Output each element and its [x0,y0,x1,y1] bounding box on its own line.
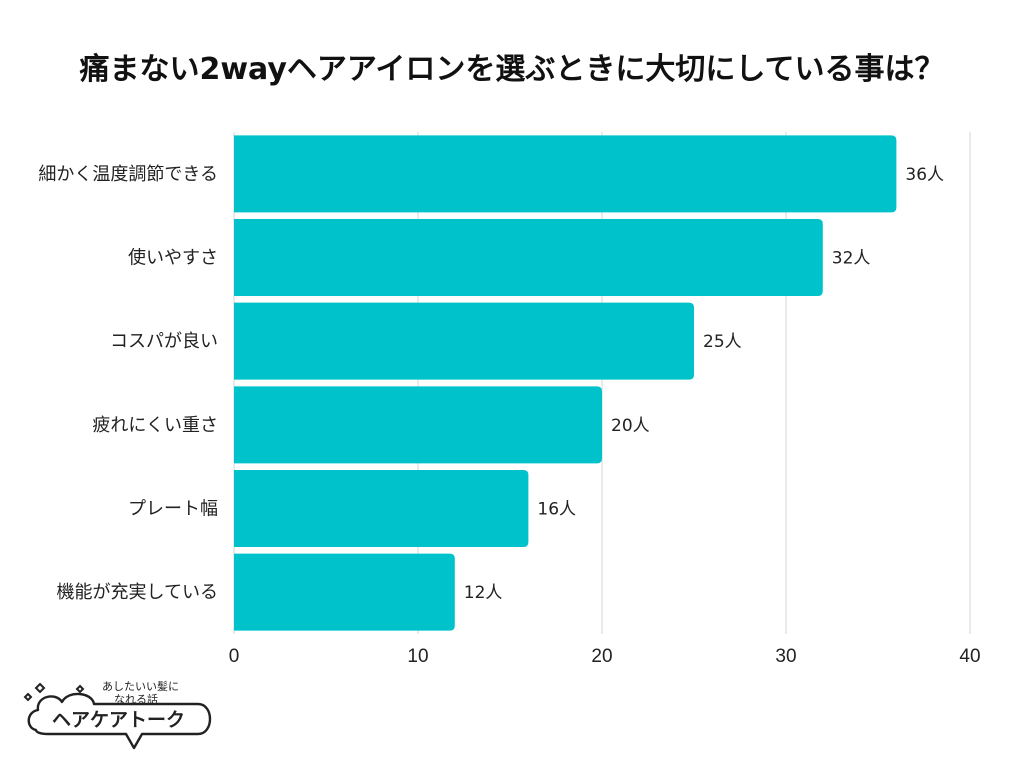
category-label: 機能が充実している [57,582,218,603]
value-label: 25人 [703,332,742,352]
value-label: 20人 [611,416,650,436]
value-label: 12人 [464,583,503,603]
category-label: 疲れにくい重さ [92,415,218,436]
value-labels: 36人 32人 25人 20人 16人 12人 [464,165,944,603]
site-logo: あしたいい髪に なれる話 ヘアケアトーク [23,679,212,750]
bars [234,135,897,631]
bar-chart: 細かく温度調節できる使いやすさコスパが良い疲れにくい重さプレート幅機能が充実して… [38,132,981,667]
category-label: コスパが良い [110,331,218,352]
bar [234,219,823,296]
bar [234,553,455,631]
logo-tagline-line1: あしたいい髪に [102,679,179,693]
bar [234,386,602,464]
bar [234,302,694,380]
category-label: 細かく温度調節できる [38,164,218,185]
bar [234,470,529,547]
x-tick-label: 0 [229,646,240,667]
value-label: 32人 [832,249,871,269]
value-label: 16人 [537,500,576,520]
sparkle-icon [23,682,85,702]
grid-lines [233,132,971,634]
x-axis-ticks: 0 10 20 30 40 [229,646,981,667]
x-tick-label: 10 [407,646,428,667]
logo-name: ヘアケアトーク [52,709,185,731]
logo-tagline-line2: なれる話 [114,692,158,706]
category-label: 使いやすさ [128,248,218,269]
x-tick-label: 40 [959,646,980,667]
chart-title: 痛まない2wayヘアアイロンを選ぶときに大切にしている事は？ [79,52,945,87]
speech-bubble-icon [27,692,212,750]
category-labels: 細かく温度調節できる使いやすさコスパが良い疲れにくい重さプレート幅機能が充実して… [38,164,218,603]
x-tick-label: 30 [775,646,796,667]
category-label: プレート幅 [128,499,218,520]
value-label: 36人 [905,165,944,185]
x-tick-label: 20 [591,646,612,667]
bar [234,135,897,213]
